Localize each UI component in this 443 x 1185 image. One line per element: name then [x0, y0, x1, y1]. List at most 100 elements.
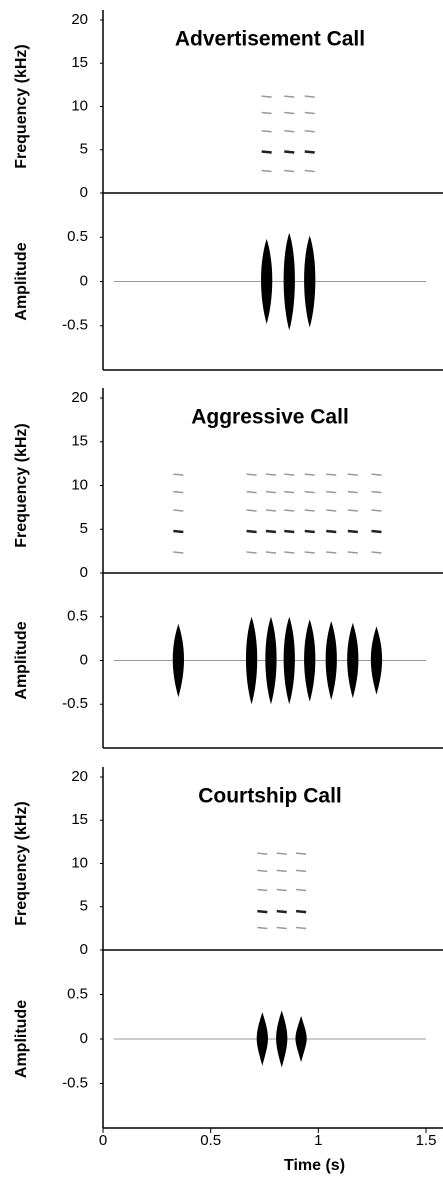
amp-label: Amplitude — [13, 242, 30, 320]
freq-tick-label: 5 — [80, 898, 88, 915]
amp-tick-label: -0.5 — [62, 1074, 88, 1091]
harmonic — [265, 473, 277, 476]
harmonic — [284, 95, 295, 98]
amp-tick-label: 0 — [80, 651, 88, 668]
harmonic — [173, 490, 184, 494]
harmonic — [257, 888, 268, 892]
harmonic — [347, 490, 358, 494]
harmonic — [284, 111, 295, 115]
x-tick-label: 1 — [314, 1132, 322, 1149]
harmonic — [276, 909, 287, 914]
harmonic — [326, 551, 337, 554]
harmonic — [371, 473, 382, 476]
freq-tick-label: 15 — [71, 433, 88, 450]
harmonic — [246, 509, 257, 512]
harmonic — [296, 852, 307, 855]
panel-title: Courtship Call — [198, 785, 342, 808]
harmonic — [347, 551, 358, 554]
harmonic — [347, 473, 358, 476]
harmonic — [304, 111, 315, 115]
freq-tick-label: 10 — [71, 97, 88, 114]
amp-tick-label: 0.5 — [67, 985, 88, 1002]
harmonic — [284, 529, 295, 534]
amp-tick-label: 0 — [80, 272, 88, 289]
waveform-burst — [245, 616, 258, 705]
harmonic — [257, 852, 268, 855]
waveform-burst — [325, 621, 337, 700]
freq-tick-label: 0 — [80, 564, 88, 581]
harmonic — [326, 490, 337, 494]
waveform-burst — [283, 616, 295, 705]
freq-tick-label: 15 — [71, 54, 88, 71]
harmonic — [371, 551, 382, 554]
harmonic — [261, 111, 272, 115]
harmonic — [173, 529, 184, 534]
harmonic — [371, 529, 382, 534]
freq-tick-label: 20 — [71, 389, 88, 406]
freq-tick-label: 20 — [71, 11, 88, 28]
waveform-burst — [256, 1012, 268, 1066]
waveform-burst — [304, 235, 316, 328]
harmonic — [276, 869, 287, 873]
harmonic — [265, 529, 277, 534]
harmonic — [173, 473, 184, 476]
freq-tick-label: 20 — [71, 768, 88, 785]
amp-tick-label: -0.5 — [62, 695, 88, 712]
waveform-burst — [347, 622, 359, 699]
harmonic — [284, 473, 295, 476]
harmonic — [304, 529, 315, 534]
harmonic — [326, 509, 337, 512]
freq-label: Frequency (kHz) — [13, 423, 30, 547]
harmonic — [265, 509, 277, 512]
freq-tick-label: 10 — [71, 854, 88, 871]
harmonic — [261, 150, 272, 154]
harmonic — [257, 909, 268, 914]
harmonic — [304, 95, 315, 98]
waveform-burst — [261, 239, 273, 324]
harmonic — [295, 909, 307, 914]
panel-title: Aggressive Call — [191, 406, 349, 429]
harmonic — [246, 551, 257, 554]
waveform-burst — [304, 619, 316, 702]
harmonic — [284, 169, 295, 173]
harmonic — [304, 169, 315, 173]
x-tick-label: 0 — [99, 1132, 107, 1149]
waveform-burst — [283, 232, 295, 331]
harmonic — [304, 150, 315, 154]
harmonic — [261, 129, 272, 133]
amp-label: Amplitude — [13, 621, 30, 699]
harmonic — [261, 169, 272, 173]
harmonic — [296, 869, 307, 873]
harmonic — [284, 490, 295, 494]
harmonic — [304, 490, 315, 494]
waveform-burst — [265, 616, 277, 705]
harmonic — [173, 551, 184, 554]
harmonic — [304, 551, 315, 554]
x-tick-label: 1.5 — [416, 1132, 437, 1149]
freq-label: Frequency (kHz) — [13, 44, 30, 168]
amp-tick-label: 0.5 — [67, 228, 88, 245]
harmonic — [261, 95, 272, 98]
harmonic — [265, 551, 277, 554]
freq-tick-label: 0 — [80, 941, 88, 958]
harmonic — [284, 150, 295, 154]
amp-tick-label: 0.5 — [67, 608, 88, 625]
amp-tick-label: -0.5 — [62, 317, 88, 334]
x-label: Time (s) — [284, 1157, 345, 1174]
harmonic — [257, 926, 268, 930]
waveform-burst — [276, 1010, 288, 1068]
harmonic — [276, 852, 287, 855]
waveform-burst — [370, 626, 383, 695]
freq-tick-label: 10 — [71, 476, 88, 493]
harmonic — [371, 490, 382, 494]
harmonic — [296, 926, 307, 930]
harmonic — [246, 529, 257, 534]
freq-tick-label: 0 — [80, 184, 88, 201]
amp-label: Amplitude — [13, 1000, 30, 1078]
x-tick-label: 0.5 — [200, 1132, 221, 1149]
harmonic — [304, 129, 315, 133]
harmonic — [246, 473, 257, 476]
harmonic — [304, 509, 315, 512]
harmonic — [284, 551, 295, 554]
